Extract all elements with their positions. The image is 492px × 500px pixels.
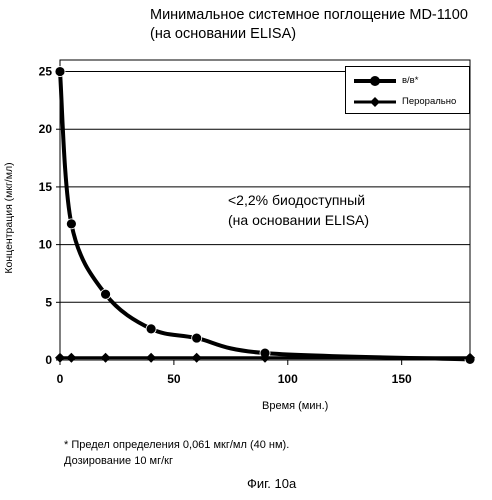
y-tick-label-15: 15 xyxy=(39,180,53,194)
x-tick-label-0: 0 xyxy=(57,372,64,386)
footnote-line-2: Дозирование 10 мг/кг xyxy=(64,455,173,467)
data-point-oral-4 xyxy=(191,352,202,363)
figure-label: Фиг. 10а xyxy=(247,476,297,491)
y-tick-label-5: 5 xyxy=(45,295,52,309)
y-tick-label-25: 25 xyxy=(39,65,53,79)
data-point-oral-3 xyxy=(146,352,157,363)
data-point-iv-0 xyxy=(54,66,66,77)
data-point-iv-1 xyxy=(65,218,77,230)
data-point-oral-2 xyxy=(100,352,111,363)
data-point-iv-2 xyxy=(100,288,111,300)
legend-label-oral: Перорально xyxy=(402,96,457,107)
chart-legend: в/в* Перорально xyxy=(345,66,470,114)
x-tick-label-100: 100 xyxy=(278,372,298,386)
legend-label-iv: в/в* xyxy=(402,75,419,86)
legend-circle-marker-icon xyxy=(354,76,396,86)
chart-title-block: Минимальное системное поглощение MD-1100… xyxy=(150,6,490,44)
y-tick-label-0: 0 xyxy=(45,353,52,367)
annotation-line-1: <2,2% биодоступный xyxy=(228,192,366,208)
data-point-iv-3 xyxy=(145,323,157,335)
chart-title: Минимальное системное поглощение MD-1100 xyxy=(150,7,468,23)
data-point-iv-4 xyxy=(191,332,203,344)
data-point-oral-5 xyxy=(260,352,270,363)
chart-subtitle: (на основании ELISA) xyxy=(150,26,297,42)
legend-diamond-marker-icon xyxy=(354,97,396,107)
legend-entry-iv: в/в* xyxy=(352,73,467,89)
x-tick-label-50: 50 xyxy=(167,372,181,386)
data-point-oral-1 xyxy=(66,352,77,363)
y-axis-label: Концентрация (мкг/мл) xyxy=(3,162,15,274)
x-tick-label-150: 150 xyxy=(392,372,412,386)
bioavailability-annotation: <2,2% биодоступный (на основании ELISA) xyxy=(228,190,369,230)
data-point-oral-0 xyxy=(55,352,65,363)
footnote: * Предел определения 0,061 мкг/мл (40 нм… xyxy=(64,437,289,469)
data-point-oral-6 xyxy=(465,352,475,363)
legend-entry-oral: Перорально xyxy=(352,94,467,110)
x-axis-label: Время (мин.) xyxy=(262,400,329,412)
y-tick-label-20: 20 xyxy=(39,122,53,136)
footnote-line-1: * Предел определения 0,061 мкг/мл (40 нм… xyxy=(64,439,290,451)
annotation-line-2: (на основании ELISA) xyxy=(228,212,370,228)
y-tick-label-10: 10 xyxy=(39,238,53,252)
